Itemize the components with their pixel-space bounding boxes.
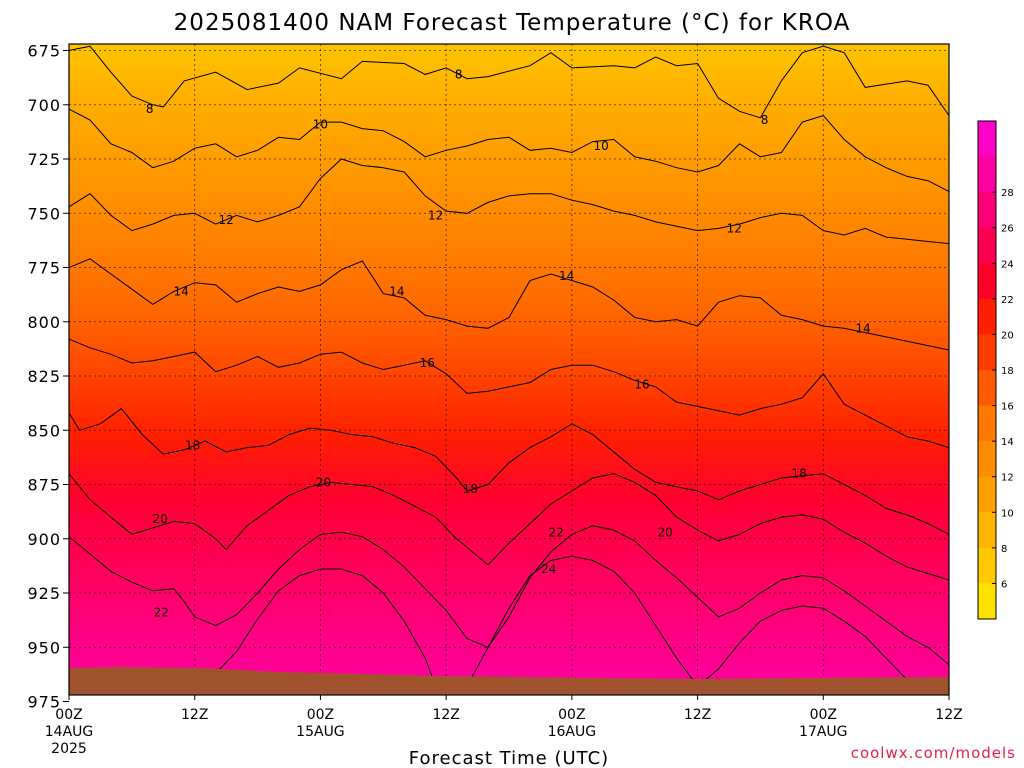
- contour-label: 24: [541, 562, 556, 576]
- colorbar-swatch: [978, 263, 996, 300]
- x-tick-label: 00Z: [810, 707, 837, 723]
- plot-frame: [68, 43, 950, 696]
- colorbar-tick-label: 16: [1001, 402, 1014, 413]
- colorbar-tick-label: 8: [1001, 544, 1007, 555]
- x-tick-label: 00Z: [558, 707, 585, 723]
- x-tick-label: 00Z: [307, 707, 334, 723]
- contour-label: 10: [313, 117, 328, 131]
- contour-line-16: [69, 338, 949, 449]
- credit-text: coolwx.com/models: [851, 744, 1016, 762]
- x-tick-label: 12Z: [432, 707, 459, 723]
- contour-line-8: [69, 45, 949, 119]
- colorbar-swatch: [978, 441, 996, 478]
- colorbar-swatch: [978, 156, 996, 193]
- y-tick-label: 775: [27, 259, 61, 278]
- colorbar-swatch: [978, 121, 996, 158]
- y-tick-label: 725: [27, 150, 61, 169]
- contour-line-18: [69, 407, 949, 535]
- colorbar-tick-label: 20: [1001, 330, 1014, 341]
- contour-line-22: [69, 525, 949, 665]
- contour-label: 12: [219, 213, 234, 227]
- chart-title: 2025081400 NAM Forecast Temperature (°C)…: [174, 10, 851, 36]
- colorbar-tick-label: 14: [1001, 437, 1014, 448]
- y-tick-label: 900: [27, 530, 61, 549]
- x-tick-date: 15AUG: [296, 724, 345, 740]
- colorbar-swatch: [978, 547, 996, 584]
- contour-label: 14: [559, 269, 574, 283]
- x-tick-label: 12Z: [181, 707, 208, 723]
- y-tick-label: 700: [27, 96, 61, 115]
- colorbar-swatch: [978, 334, 996, 371]
- contour-label: 20: [153, 512, 168, 526]
- contour-label: 12: [727, 221, 742, 235]
- colorbar-swatch: [978, 192, 996, 229]
- colorbar-tick-label: 6: [1001, 579, 1007, 590]
- contour-label: 8: [455, 67, 463, 81]
- x-tick-year: 2025: [51, 741, 87, 757]
- x-tick-label: 12Z: [684, 707, 711, 723]
- contour-line-12: [69, 158, 949, 245]
- contour-label: 18: [463, 482, 478, 496]
- contour-label: 14: [389, 284, 404, 298]
- contour-label: 16: [634, 378, 649, 392]
- y-tick-label: 850: [27, 421, 61, 440]
- y-axis-ticks: 675 700 725 750 775 800 825 850 875 900 925 950 975: [27, 42, 69, 712]
- x-axis-label: Forecast Time (UTC): [409, 748, 609, 768]
- y-tick-label: 975: [27, 693, 61, 712]
- contour-label: 20: [657, 525, 672, 539]
- colorbar-tick-label: 12: [1001, 473, 1014, 484]
- colorbar-tick-label: 22: [1001, 295, 1014, 306]
- y-tick-label: 750: [27, 204, 61, 223]
- x-tick-label: 12Z: [935, 707, 962, 723]
- contour-label: 8: [146, 102, 154, 116]
- contour-label: 22: [549, 525, 564, 539]
- y-tick-label: 875: [27, 476, 61, 495]
- contour-line-10: [69, 108, 949, 193]
- y-tick-label: 925: [27, 584, 61, 603]
- x-tick-date: 14AUG: [45, 724, 94, 740]
- contour-label: 22: [154, 606, 169, 620]
- colorbar-swatch: [978, 512, 996, 549]
- colorbar-tick-label: 18: [1001, 366, 1014, 377]
- colorbar-tick-label: 28: [1001, 188, 1014, 199]
- colorbar-swatch: [978, 405, 996, 442]
- contour-line-24: [194, 555, 908, 688]
- x-tick-date: 17AUG: [799, 724, 848, 740]
- contour-label: 10: [594, 139, 609, 153]
- contour-line-14: [69, 258, 949, 351]
- y-tick-label: 800: [27, 313, 61, 332]
- temperature-field: [69, 44, 949, 695]
- colorbar-swatch: [978, 583, 996, 620]
- contour-label: 14: [855, 321, 870, 335]
- x-tick-label: 00Z: [55, 707, 82, 723]
- colorbar-swatch: [978, 476, 996, 513]
- colorbar-tick-label: 10: [1001, 508, 1014, 519]
- colorbar-tick-label: 26: [1001, 224, 1014, 235]
- contour-label: 18: [185, 438, 200, 452]
- contour-label: 18: [792, 467, 807, 481]
- y-tick-label: 950: [27, 638, 61, 657]
- contour-label: 20: [316, 475, 331, 489]
- contour-label: 12: [428, 208, 443, 222]
- contour-line-20: [69, 473, 949, 581]
- contour-label: 16: [420, 356, 435, 370]
- colorbar: 6 8 10 12 14 16 18 20 22 24 26 28: [977, 120, 1014, 620]
- contour-label: 14: [173, 284, 188, 298]
- colorbar-swatch: [978, 298, 996, 335]
- y-tick-label: 675: [27, 42, 61, 61]
- colorbar-swatch: [978, 227, 996, 264]
- contour-label: 8: [761, 113, 769, 127]
- colorbar-tick-label: 24: [1001, 259, 1014, 270]
- x-tick-date: 16AUG: [548, 724, 597, 740]
- contour-lines: 8 8 8 10 10 12 12 12 14 14 14 14 16 16 18 18 18 20 20 20 22 2…: [69, 45, 949, 688]
- colorbar-swatch: [978, 370, 996, 407]
- terrain-ground: [69, 667, 949, 695]
- y-tick-label: 825: [27, 367, 61, 386]
